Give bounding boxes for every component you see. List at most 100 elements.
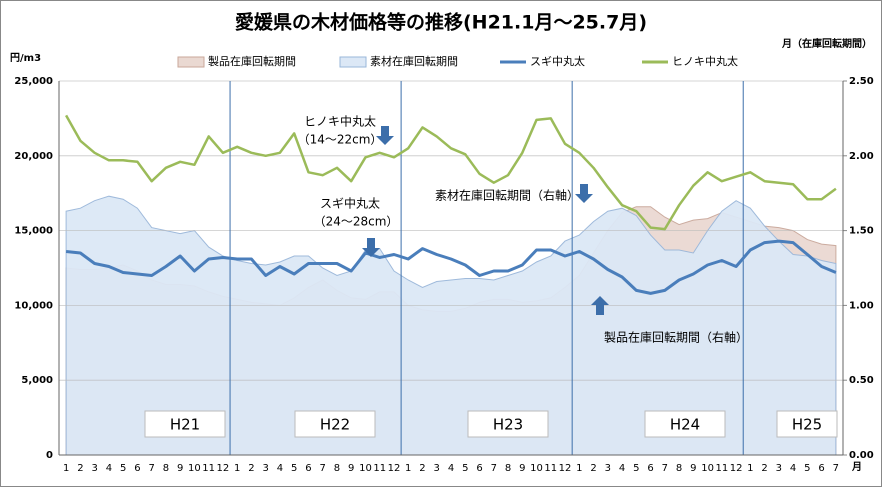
x-tick-label: 9 xyxy=(177,463,183,474)
y-tick-label: 15,000 xyxy=(14,226,53,237)
annotation: 素材在庫回転期間（右軸） xyxy=(435,188,579,203)
x-tick-label: 4 xyxy=(106,463,112,474)
x-tick-label: 5 xyxy=(462,463,468,474)
annotation: （14～22cm） xyxy=(298,133,383,147)
x-tick-label: 8 xyxy=(505,463,511,474)
x-tick-label: 11 xyxy=(373,463,386,474)
legend-label: スギ中丸太 xyxy=(530,55,585,68)
era-box xyxy=(294,410,376,438)
arrow xyxy=(362,238,380,257)
x-tick-label: 3 xyxy=(434,463,440,474)
x-tick-label: 11 xyxy=(715,463,728,474)
era-label: H24 xyxy=(670,416,700,434)
y-tick-label: 20,000 xyxy=(14,151,53,162)
x-tick-label: 6 xyxy=(476,463,482,474)
x-tick-label: 9 xyxy=(519,463,525,474)
y2-tick-label: 1.00 xyxy=(849,300,874,311)
y-tick-label: 0 xyxy=(46,450,53,461)
x-tick-label: 1 xyxy=(234,463,240,474)
y-tick-label: 10,000 xyxy=(14,300,53,311)
legend-label: 素材在庫回転期間 xyxy=(370,54,458,68)
x-tick-label: 12 xyxy=(388,463,401,474)
x-tick-label: 8 xyxy=(334,463,340,474)
x-tick-label: 7 xyxy=(662,463,668,474)
x-tick-label: 5 xyxy=(120,463,126,474)
y2-tick-label: 2.00 xyxy=(849,151,874,162)
x-tick-label: 7 xyxy=(491,463,497,474)
x-tick-label: 12 xyxy=(217,463,230,474)
x-axis-label: 月 xyxy=(851,461,862,473)
x-tick-label: 4 xyxy=(619,463,625,474)
y-axis-label: 円/m3 xyxy=(10,52,41,64)
annotation: （24～28cm） xyxy=(314,215,399,229)
era-label: H25 xyxy=(792,416,822,434)
legend-swatch xyxy=(177,56,205,68)
x-tick-label: 1 xyxy=(405,463,411,474)
y-tick-label: 25,000 xyxy=(14,76,53,87)
y2-tick-label: 0.00 xyxy=(849,450,874,461)
x-tick-label: 2 xyxy=(590,463,596,474)
x-tick-label: 8 xyxy=(676,463,682,474)
y2-tick-label: 0.50 xyxy=(849,375,874,386)
y2-tick-label: 2.50 xyxy=(849,76,874,87)
x-tick-label: 2 xyxy=(761,463,767,474)
era-box xyxy=(644,410,726,438)
x-tick-label: 3 xyxy=(91,463,97,474)
chart-title: 愛媛県の木材価格等の推移(H21.1月～25.7月) xyxy=(235,11,647,34)
era-label: H23 xyxy=(493,416,523,434)
x-tick-label: 5 xyxy=(633,463,639,474)
x-tick-label: 5 xyxy=(291,463,297,474)
x-tick-label: 9 xyxy=(348,463,354,474)
x-tick-label: 9 xyxy=(690,463,696,474)
x-tick-label: 5 xyxy=(804,463,810,474)
annotation: 製品在庫回転期間（右軸） xyxy=(604,330,748,345)
x-tick-label: 6 xyxy=(134,463,140,474)
line xyxy=(65,239,837,295)
annotation: スギ中丸太 xyxy=(320,196,380,211)
x-tick-label: 4 xyxy=(277,463,283,474)
x-tick-label: 12 xyxy=(559,463,572,474)
y2-tick-label: 1.50 xyxy=(849,226,874,237)
area xyxy=(65,195,837,456)
x-tick-label: 7 xyxy=(148,463,154,474)
x-tick-label: 1 xyxy=(63,463,69,474)
y-tick-label: 5,000 xyxy=(21,375,53,386)
x-tick-label: 10 xyxy=(188,463,201,474)
era-label: H21 xyxy=(170,416,200,434)
era-box xyxy=(144,410,226,438)
x-tick-label: 6 xyxy=(305,463,311,474)
line xyxy=(65,114,837,231)
x-tick-label: 3 xyxy=(776,463,782,474)
x-tick-label: 3 xyxy=(605,463,611,474)
annotation: ヒノキ中丸太 xyxy=(304,114,376,129)
x-tick-label: 10 xyxy=(530,463,543,474)
x-tick-label: 11 xyxy=(544,463,557,474)
x-tick-label: 11 xyxy=(202,463,215,474)
x-tick-label: 1 xyxy=(576,463,582,474)
era-label: H22 xyxy=(320,416,350,434)
x-tick-label: 10 xyxy=(359,463,372,474)
arrow xyxy=(591,296,609,315)
x-tick-label: 7 xyxy=(833,463,839,474)
arrow xyxy=(575,184,593,203)
x-tick-label: 6 xyxy=(818,463,824,474)
x-tick-label: 2 xyxy=(248,463,254,474)
legend-label: ヒノキ中丸太 xyxy=(672,55,738,68)
x-tick-label: 6 xyxy=(647,463,653,474)
x-tick-label: 4 xyxy=(790,463,796,474)
arrows xyxy=(362,126,609,315)
legend-swatch xyxy=(339,56,367,68)
x-tick-label: 3 xyxy=(263,463,269,474)
x-tick-label: 8 xyxy=(163,463,169,474)
legend-label: 製品在庫回転期間 xyxy=(208,54,296,68)
era-box xyxy=(776,410,838,438)
x-tick-label: 12 xyxy=(730,463,743,474)
x-tick-label: 1 xyxy=(747,463,753,474)
arrow xyxy=(376,126,394,145)
era-box xyxy=(467,410,549,438)
x-tick-label: 2 xyxy=(419,463,425,474)
x-tick-label: 10 xyxy=(701,463,714,474)
x-tick-label: 2 xyxy=(77,463,83,474)
x-tick-label: 4 xyxy=(448,463,454,474)
